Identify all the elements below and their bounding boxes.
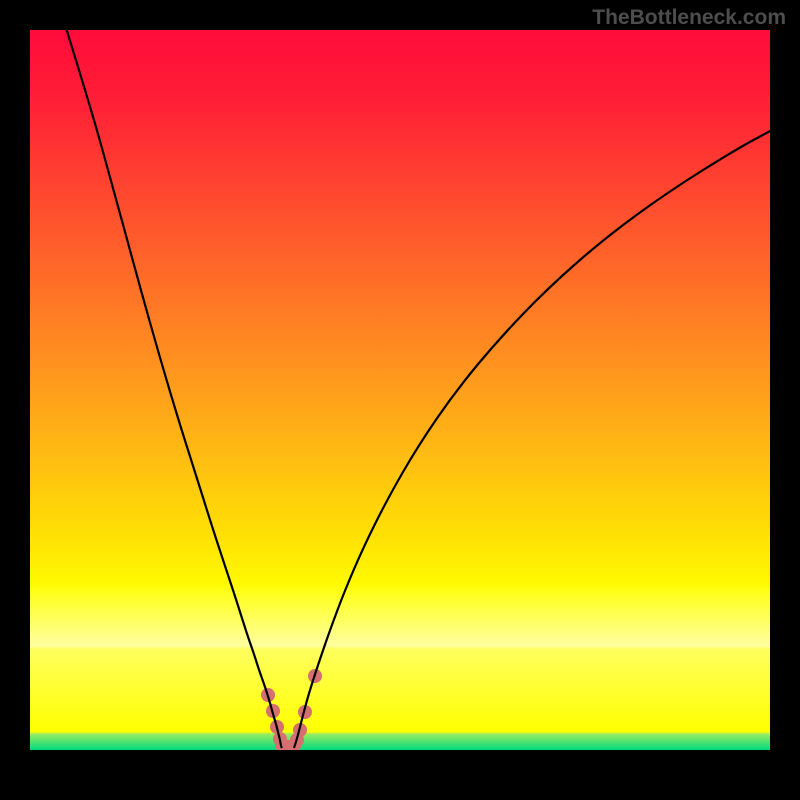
bottleneck-curve-left — [66, 30, 282, 748]
plot-area — [30, 30, 770, 750]
chart-container: TheBottleneck.com — [0, 0, 800, 800]
watermark-text: TheBottleneck.com — [592, 6, 786, 30]
curve-layer — [30, 30, 770, 750]
bottleneck-curve-right — [294, 130, 770, 748]
